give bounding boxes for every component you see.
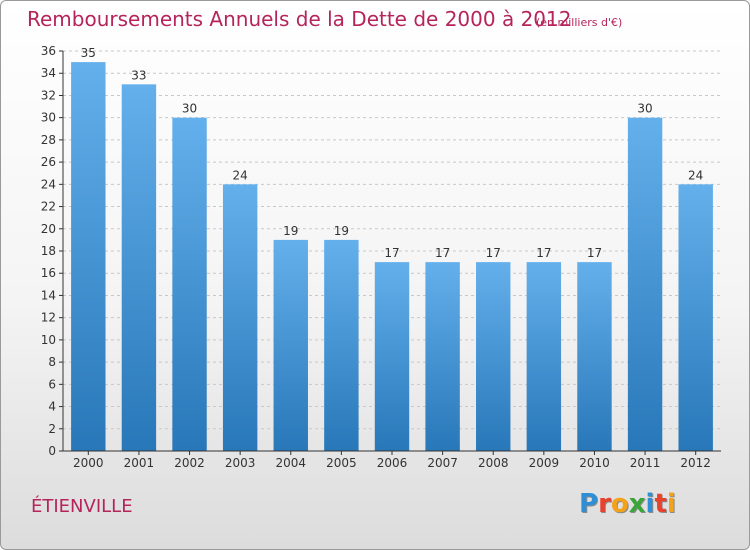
chart-subtitle: (en milliers d'€) (536, 16, 623, 29)
bar-2006 (374, 262, 410, 451)
x-tick-label: 2006 (377, 456, 408, 470)
x-tick-labels: 2000 2001 2002 2003 2004 2005 2006 2007 2008 2009… (73, 456, 711, 470)
x-tick-label: 2001 (124, 456, 155, 470)
data-label: 19 (334, 224, 349, 238)
data-label: 24 (688, 168, 703, 182)
y-tick-label: 36 (41, 44, 56, 58)
y-tick-label: 24 (41, 177, 56, 191)
proxiti-logo: Proxiti (579, 489, 676, 519)
data-label: 17 (587, 246, 602, 260)
y-tick-label: 10 (41, 333, 56, 347)
data-label: 24 (233, 168, 248, 182)
data-label: 19 (283, 224, 298, 238)
bar-2003 (222, 184, 258, 452)
data-labels: 35 33 30 24 19 19 17 17 17 17 17 30 24 (81, 46, 704, 260)
data-label: 17 (384, 246, 399, 260)
y-tick-label: 26 (41, 155, 56, 169)
bar-2004 (273, 239, 308, 451)
x-tick-label: 2005 (326, 456, 357, 470)
y-tick-label: 12 (41, 311, 56, 325)
logo-letter: i (666, 489, 676, 519)
y-tick-label: 22 (41, 200, 56, 214)
y-tick-label: 28 (41, 133, 56, 147)
bar-2010 (577, 262, 612, 451)
bars (71, 62, 713, 452)
y-tick-label: 18 (41, 244, 56, 258)
logo-letter: P (579, 489, 599, 519)
x-tick-label: 2012 (680, 456, 711, 470)
data-label: 33 (131, 68, 146, 82)
y-tick-label: 2 (48, 422, 56, 436)
y-tick-label: 4 (48, 400, 56, 414)
y-tick-label: 32 (41, 88, 56, 102)
x-tick-label: 2010 (579, 456, 610, 470)
bar-2007 (425, 262, 460, 451)
x-tick-label: 2011 (630, 456, 661, 470)
bar-2005 (324, 239, 359, 451)
y-tick-label: 16 (41, 266, 56, 280)
x-tick-label: 2000 (73, 456, 104, 470)
bar-2008 (476, 262, 511, 451)
bar-2002 (172, 117, 207, 452)
bar-2011 (627, 117, 663, 452)
y-tick-label: 34 (41, 66, 56, 80)
logo-letter: t (654, 489, 667, 519)
y-tick-label: 30 (41, 111, 56, 125)
bar-2012 (678, 184, 713, 452)
x-tick-label: 2008 (478, 456, 509, 470)
y-tick-label: 14 (41, 288, 56, 302)
x-tick-label: 2004 (275, 456, 306, 470)
x-tick-label: 2002 (174, 456, 205, 470)
data-label: 17 (536, 246, 551, 260)
axes (59, 50, 721, 455)
x-tick-label: 2003 (225, 456, 256, 470)
x-tick-label: 2007 (427, 456, 458, 470)
logo-letter: x (628, 489, 646, 519)
place-name: ÉTIENVILLE (31, 496, 133, 517)
x-tick-label: 2009 (529, 456, 560, 470)
y-tick-label: 20 (41, 222, 56, 236)
data-label: 17 (435, 246, 450, 260)
bar-2001 (121, 84, 157, 451)
data-label: 17 (486, 246, 501, 260)
y-tick-label: 8 (48, 355, 56, 369)
y-tick-label: 6 (48, 377, 56, 391)
logo-letter: i (645, 489, 655, 519)
logo-letter: o (610, 489, 629, 519)
logo-letter: r (598, 489, 611, 519)
chart-title: Remboursements Annuels de la Dette de 20… (27, 7, 572, 31)
data-label: 30 (637, 102, 652, 116)
data-label: 35 (81, 46, 96, 60)
data-label: 30 (182, 102, 197, 116)
y-tick-label: 0 (48, 444, 56, 458)
bar-2000 (71, 62, 106, 451)
bar-2009 (526, 262, 562, 451)
